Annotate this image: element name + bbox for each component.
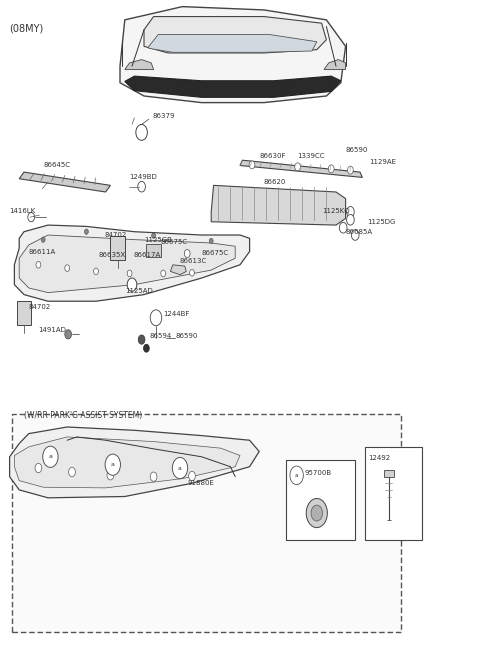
Polygon shape — [10, 427, 259, 498]
Circle shape — [150, 472, 157, 481]
Text: 1491AD: 1491AD — [38, 326, 66, 333]
Text: a: a — [48, 454, 52, 459]
Circle shape — [306, 498, 327, 528]
Text: 1125KQ: 1125KQ — [323, 208, 350, 214]
Circle shape — [161, 270, 166, 277]
Circle shape — [347, 207, 354, 217]
Polygon shape — [324, 60, 346, 70]
Circle shape — [105, 454, 120, 475]
Text: 86645C: 86645C — [43, 162, 70, 168]
Circle shape — [43, 446, 58, 467]
Text: 86685A: 86685A — [346, 228, 373, 235]
Circle shape — [35, 463, 42, 473]
Polygon shape — [120, 7, 346, 103]
Text: 86590: 86590 — [176, 333, 198, 340]
Polygon shape — [19, 235, 235, 293]
Text: 86675C: 86675C — [161, 238, 188, 245]
Circle shape — [311, 505, 323, 521]
Text: a: a — [178, 465, 182, 471]
Text: 86379: 86379 — [153, 113, 175, 120]
Circle shape — [290, 466, 303, 485]
Circle shape — [136, 124, 147, 140]
Circle shape — [127, 278, 137, 291]
Text: 84702: 84702 — [105, 232, 127, 238]
Polygon shape — [170, 265, 186, 275]
Text: 1129AE: 1129AE — [370, 159, 396, 166]
Text: a: a — [295, 473, 299, 478]
Text: 12492: 12492 — [368, 455, 390, 461]
Text: 86611A: 86611A — [29, 248, 56, 255]
Circle shape — [348, 166, 353, 174]
Circle shape — [249, 161, 255, 169]
Bar — [110, 236, 125, 260]
Circle shape — [351, 230, 359, 240]
Text: 1125AD: 1125AD — [125, 287, 153, 294]
Text: 86617A: 86617A — [133, 252, 161, 258]
Text: 84702: 84702 — [29, 304, 51, 310]
Text: 1416LK: 1416LK — [10, 208, 36, 214]
Text: 1339CC: 1339CC — [298, 152, 325, 159]
Text: 86675C: 86675C — [202, 250, 229, 256]
Circle shape — [209, 238, 213, 244]
Text: 86594: 86594 — [150, 333, 172, 340]
Circle shape — [347, 214, 354, 225]
Polygon shape — [384, 470, 394, 477]
Text: 86630F: 86630F — [259, 152, 286, 159]
Circle shape — [94, 268, 98, 275]
Polygon shape — [19, 172, 110, 192]
Text: 1125DG: 1125DG — [367, 218, 396, 225]
Circle shape — [127, 270, 132, 277]
Text: 86590: 86590 — [346, 147, 368, 154]
Circle shape — [150, 310, 162, 326]
Circle shape — [65, 265, 70, 271]
Circle shape — [28, 213, 35, 222]
Circle shape — [69, 467, 75, 477]
Circle shape — [328, 165, 334, 173]
Polygon shape — [14, 437, 240, 488]
Text: 86635X: 86635X — [98, 252, 126, 258]
Bar — [146, 244, 161, 257]
Circle shape — [295, 163, 300, 171]
Circle shape — [189, 471, 195, 481]
Circle shape — [190, 269, 194, 276]
Text: (W/RR PARK'G ASSIST SYSTEM): (W/RR PARK'G ASSIST SYSTEM) — [24, 411, 142, 420]
Text: (08MY): (08MY) — [10, 23, 44, 33]
Polygon shape — [144, 17, 326, 53]
Circle shape — [36, 261, 41, 268]
Text: a: a — [111, 462, 115, 467]
Text: 86620: 86620 — [264, 179, 287, 185]
Circle shape — [107, 471, 114, 480]
Polygon shape — [211, 185, 346, 225]
Circle shape — [65, 330, 72, 339]
Text: 91880E: 91880E — [187, 479, 214, 486]
Polygon shape — [125, 60, 154, 70]
Text: 95700B: 95700B — [305, 470, 332, 477]
FancyBboxPatch shape — [12, 414, 401, 632]
Bar — [286, 460, 355, 540]
Circle shape — [144, 344, 149, 352]
Bar — [17, 301, 31, 325]
Polygon shape — [149, 34, 317, 52]
Circle shape — [41, 237, 45, 242]
Bar — [365, 447, 422, 540]
Circle shape — [184, 250, 190, 258]
Circle shape — [152, 233, 156, 238]
Polygon shape — [125, 76, 341, 97]
Circle shape — [339, 222, 347, 233]
Text: 1244BF: 1244BF — [163, 311, 190, 318]
Text: 1125GB: 1125GB — [144, 236, 172, 243]
Circle shape — [172, 457, 188, 479]
Polygon shape — [240, 160, 362, 177]
Text: 86613C: 86613C — [180, 258, 207, 265]
Circle shape — [138, 335, 145, 344]
Polygon shape — [14, 225, 250, 301]
Circle shape — [138, 181, 145, 192]
Text: 1249BD: 1249BD — [130, 173, 157, 180]
Circle shape — [84, 229, 88, 234]
